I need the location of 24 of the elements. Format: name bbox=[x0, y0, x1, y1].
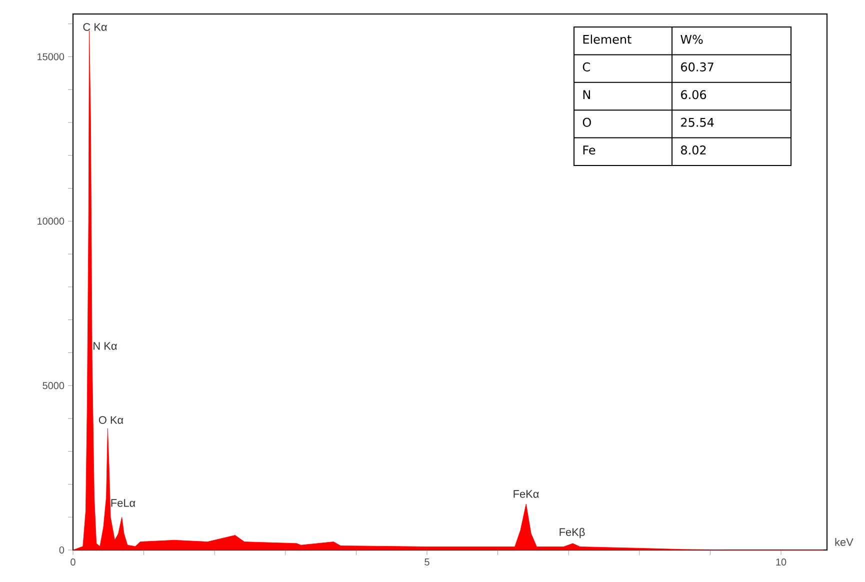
annotation: Element bbox=[583, 34, 632, 44]
annotation: FeLα bbox=[111, 499, 136, 507]
x-tick-label: 0 bbox=[70, 558, 76, 566]
annotation: Fe bbox=[583, 146, 596, 155]
annotation: FeKα bbox=[514, 490, 539, 498]
annotation: O Kα bbox=[98, 416, 124, 424]
annotation: O bbox=[582, 118, 591, 127]
annotation: C Kα bbox=[83, 23, 107, 31]
annotation: N bbox=[583, 90, 590, 99]
annotation: 6.06 bbox=[681, 90, 706, 100]
y-tick-label: 0 bbox=[59, 546, 64, 554]
y-tick-label: 10000 bbox=[38, 218, 64, 225]
annotation: 60.37 bbox=[681, 62, 714, 72]
annotation: N Kα bbox=[94, 342, 117, 350]
y-tick-label: 15000 bbox=[38, 53, 64, 60]
x-tick-label: 5 bbox=[424, 558, 430, 566]
annotation: W% bbox=[680, 34, 703, 44]
annotation: C bbox=[582, 62, 590, 72]
x-tick-label: 10 bbox=[776, 558, 786, 566]
annotation: 8.02 bbox=[681, 146, 706, 155]
annotation: 25.54 bbox=[681, 118, 714, 127]
x-axis-title: keV bbox=[835, 538, 854, 546]
annotation: FeKβ bbox=[560, 528, 585, 538]
y-tick-label: 5000 bbox=[42, 382, 64, 390]
